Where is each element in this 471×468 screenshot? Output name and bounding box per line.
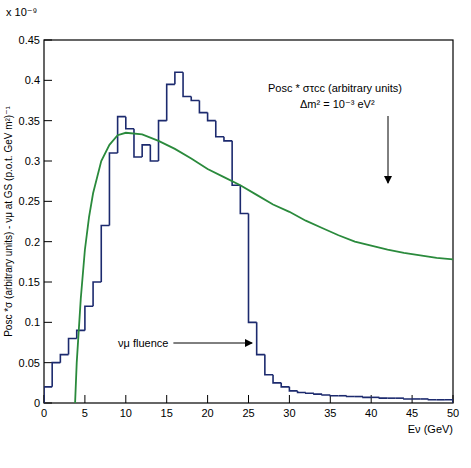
histogram-step — [142, 145, 150, 157]
histogram-step — [175, 72, 183, 84]
histogram-step — [322, 393, 330, 395]
x-tick — [289, 395, 290, 403]
histogram-step — [44, 387, 52, 403]
plot-marks — [44, 72, 453, 403]
x-tick — [371, 395, 372, 403]
x-tick-label: 0 — [41, 407, 47, 419]
annotation: Posc * στcc (arbitrary units) — [268, 82, 402, 94]
x-tick — [207, 395, 208, 403]
y-tick-label: 0.05 — [19, 357, 40, 369]
chart: 0 0.05 0.1 0.15 0.2 0.25 0.3 0.35 0.4 0.45 0 5 10 15 2… — [0, 0, 471, 468]
histogram-step — [306, 392, 314, 394]
y-tick-label: 0.25 — [19, 195, 40, 207]
histogram-step — [199, 101, 207, 113]
histogram-step — [273, 375, 281, 383]
histogram-step — [445, 400, 453, 403]
histogram-step — [126, 117, 134, 129]
histogram-step — [249, 213, 257, 322]
histogram-step — [404, 397, 412, 399]
curve — [75, 133, 453, 403]
histogram-step — [52, 363, 60, 387]
x-tick-label: 45 — [406, 407, 418, 419]
histogram-step — [265, 355, 273, 375]
histogram-step — [216, 121, 224, 137]
x-tick-label: 50 — [447, 407, 459, 419]
y-tick-label: 0.35 — [19, 115, 40, 127]
histogram-step — [355, 396, 363, 398]
histogram-step — [191, 96, 199, 100]
histogram-step — [101, 226, 109, 282]
histogram-step — [338, 395, 346, 397]
histogram-step — [379, 397, 387, 399]
y-tick — [44, 201, 52, 202]
histogram-step — [109, 153, 117, 226]
x-tick — [248, 395, 249, 403]
plot-frame — [44, 40, 453, 403]
histogram-step — [208, 113, 216, 121]
y-tick — [44, 161, 52, 162]
x-tick — [125, 395, 126, 403]
y-tick — [44, 362, 52, 363]
y-tick-label: 0.2 — [25, 236, 40, 248]
histogram-step — [281, 383, 289, 387]
y-tick — [44, 403, 52, 404]
histogram-step — [150, 145, 158, 161]
y-tick-label: 0.15 — [19, 276, 40, 288]
y-tick — [44, 282, 52, 283]
histogram-step — [224, 137, 232, 141]
x-tick-label: 10 — [120, 407, 132, 419]
histogram-step — [298, 391, 306, 393]
y-tick-label: 0.3 — [25, 155, 40, 167]
x-tick-label: 35 — [324, 407, 336, 419]
histogram-step — [69, 338, 77, 354]
histogram-step — [183, 72, 191, 96]
y-tick — [44, 80, 52, 81]
y-tick-label: 0.4 — [25, 74, 40, 86]
histogram-step — [330, 394, 338, 396]
y-tick-label: 0 — [34, 397, 40, 409]
histogram-step — [60, 355, 68, 363]
histogram-step — [93, 282, 101, 306]
multiplier: x 10⁻⁹ — [6, 6, 37, 18]
x-tick-label: 30 — [283, 407, 295, 419]
x-axis-title: Eν (GeV) — [408, 423, 453, 435]
histogram-step — [371, 397, 379, 399]
histogram-step — [289, 387, 297, 391]
arrow — [388, 116, 389, 183]
histogram-step — [428, 398, 436, 400]
histogram-step — [347, 395, 355, 397]
x-tick — [166, 395, 167, 403]
y-tick — [44, 40, 52, 41]
histogram-step — [412, 398, 420, 400]
histogram-step — [420, 398, 428, 400]
histogram-step — [85, 306, 93, 330]
y-tick — [44, 120, 52, 121]
histogram-step — [396, 397, 404, 399]
y-tick — [44, 322, 52, 323]
arrow — [173, 343, 252, 344]
y-tick — [44, 241, 52, 242]
annotation: νμ fluence — [118, 337, 168, 349]
x-tick-label: 20 — [201, 407, 213, 419]
x-tick-label: 5 — [82, 407, 88, 419]
histogram-step — [437, 399, 445, 401]
y-axis-title: Posc *σ (arbitrary units) - νμ at GS (p.… — [3, 106, 14, 337]
histogram-step — [363, 396, 371, 398]
x-tick-label: 15 — [161, 407, 173, 419]
y-tick-label: 0.1 — [25, 316, 40, 328]
histogram-step — [388, 397, 396, 399]
x-tick-label: 40 — [365, 407, 377, 419]
annotation: Δm² = 10⁻³ eV² — [300, 98, 375, 110]
x-tick-label: 25 — [242, 407, 254, 419]
histogram-step — [314, 393, 322, 395]
histogram-step — [167, 84, 175, 120]
histogram-step — [232, 141, 240, 185]
y-tick-label: 0.45 — [19, 34, 40, 46]
x-tick — [84, 395, 85, 403]
histogram-step — [257, 322, 265, 354]
